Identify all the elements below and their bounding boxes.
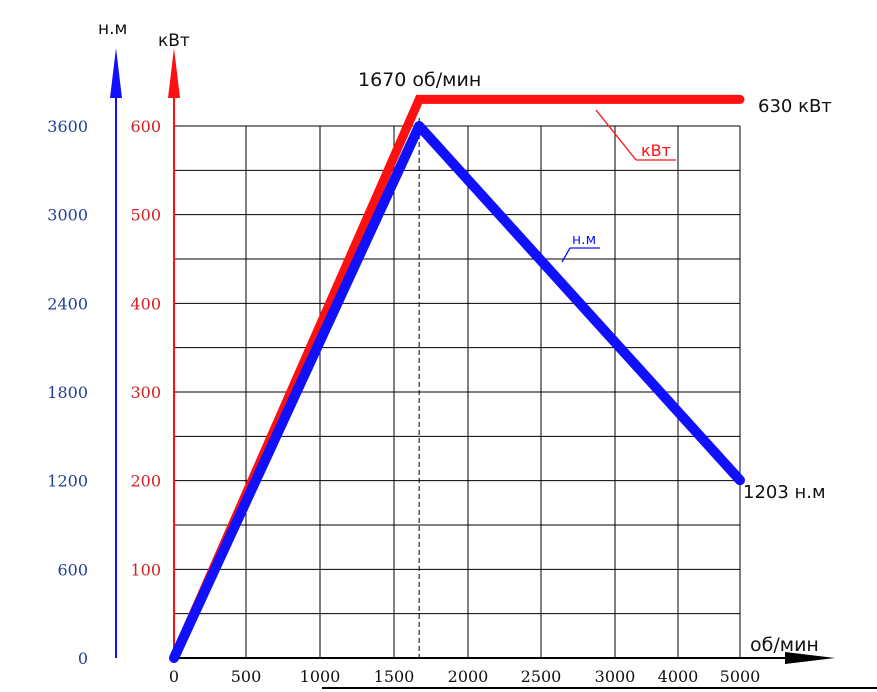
x-tick-label: 500 (231, 667, 262, 686)
power-axis-arrow (168, 48, 180, 98)
power-tick-label: 200 (130, 472, 161, 491)
x-tick-label: 3000 (595, 667, 636, 686)
power-tick-label: 600 (130, 117, 161, 136)
torque-end-annotation: 1203 н.м (743, 482, 826, 503)
torque-series-label: н.м (572, 232, 596, 248)
power-end-annotation: 630 кВт (758, 96, 832, 117)
series-layer (169, 94, 745, 663)
x-tick-label: 1000 (300, 667, 341, 686)
torque-tick-label: 1800 (47, 383, 88, 402)
x-tick-label: 0 (169, 667, 179, 686)
power-leader-line (595, 109, 637, 161)
series-line-torque (169, 121, 745, 663)
power-tick-label: 300 (130, 383, 161, 402)
labels: кВт н.м 1670 об/мин 630 кВт 1203 н.м (358, 69, 832, 503)
power-tick-label: 100 (130, 560, 161, 579)
power-tick-label: 400 (130, 294, 161, 313)
torque-tick-label: 2400 (47, 294, 88, 313)
torque-tick-label: 3600 (47, 117, 88, 136)
torque-axis-label: н.м (98, 19, 127, 39)
x-tick-label: 4000 (658, 667, 699, 686)
x-tick-label: 2000 (448, 667, 489, 686)
torque-tick-label: 1200 (47, 472, 88, 491)
torque-tick-label: 0 (78, 649, 88, 668)
power-tick-label: 500 (130, 206, 161, 225)
x-tick-label: 2500 (521, 667, 562, 686)
rpm-annotation: 1670 об/мин (358, 69, 481, 91)
x-axis-label: об/мин (750, 634, 819, 656)
power-axis-label: кВт (158, 31, 190, 51)
torque-tick-label: 3000 (47, 206, 88, 225)
series-line-power (169, 94, 745, 663)
x-tick-label: 5000 (720, 667, 761, 686)
x-axis-arrow (785, 652, 835, 664)
x-tick-label: 1500 (374, 667, 415, 686)
torque-tick-label: 600 (57, 560, 88, 579)
axes: н.м 0 600 1200 1800 2400 3000 3600 кВт 100 200 300 4… (47, 19, 877, 689)
power-series-label: кВт (641, 141, 671, 160)
torque-leader-line (561, 247, 571, 263)
torque-axis-arrow (110, 48, 122, 98)
